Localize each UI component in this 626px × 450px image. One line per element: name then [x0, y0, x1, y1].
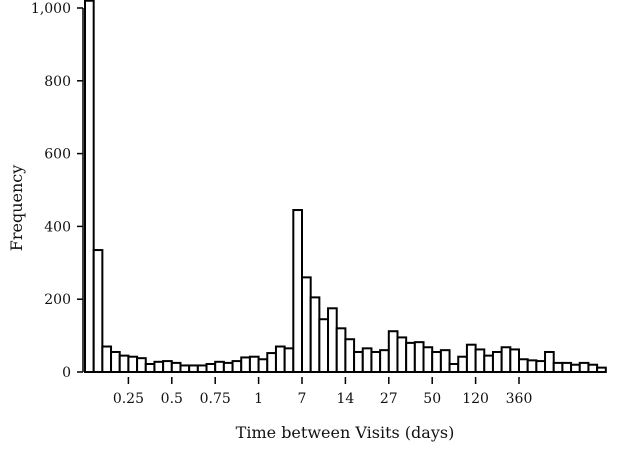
- histogram-bar: [413, 341, 425, 373]
- histogram-bar: [214, 360, 225, 373]
- histogram-bar: [84, 0, 95, 373]
- histogram-bar: [587, 363, 599, 374]
- y-ticks: 0 200 400 600 800 1,000: [31, 1, 83, 381]
- histogram-bar: [162, 360, 173, 373]
- histogram-bar: [231, 360, 243, 373]
- x-tick-label: 1: [254, 391, 263, 407]
- histogram-bar: [483, 354, 494, 373]
- histogram-bar: [327, 307, 338, 373]
- histogram-bar: [509, 348, 521, 373]
- histogram-bar: [518, 358, 529, 374]
- y-tick-label: 1,000: [31, 1, 71, 17]
- histogram-bar: [309, 296, 321, 374]
- histogram-bar: [405, 341, 416, 374]
- histogram-bar: [535, 360, 547, 373]
- histogram-bar: [457, 355, 468, 373]
- histogram-bar: [561, 361, 573, 373]
- x-axis-title: Time between Visits (days): [236, 423, 455, 442]
- bars-group: [84, 0, 607, 374]
- histogram-bar: [422, 346, 434, 373]
- x-ticks: 0.25 0.5 0.75 1 7 14 27 50 120 360: [113, 377, 533, 407]
- histogram-bar: [544, 350, 555, 374]
- histogram-bar: [170, 361, 182, 373]
- histogram-bar: [266, 352, 277, 374]
- histogram-bar: [196, 364, 208, 374]
- histogram-bar: [344, 338, 356, 373]
- histogram-bar: [474, 348, 486, 373]
- histogram-bar: [500, 346, 512, 373]
- x-tick-label: 360: [506, 391, 533, 407]
- histogram-bar: [222, 361, 234, 373]
- histogram-bar: [570, 363, 581, 374]
- histogram-bar: [101, 345, 113, 373]
- histogram-bar: [318, 318, 330, 373]
- histogram-bar: [92, 249, 104, 373]
- x-tick-label: 50: [423, 391, 441, 407]
- histogram-bar: [379, 349, 390, 374]
- histogram-bar: [465, 343, 477, 374]
- histogram-bar: [188, 364, 199, 374]
- y-tick-label: 600: [44, 147, 71, 163]
- histogram-bar: [552, 361, 564, 373]
- histogram-bar: [448, 362, 460, 373]
- y-tick-label: 800: [44, 74, 71, 90]
- histogram-bar: [127, 355, 139, 373]
- histogram-bar: [526, 359, 538, 374]
- histogram-bar: [301, 276, 312, 373]
- histogram-bar: [248, 355, 260, 373]
- histogram-bar: [578, 361, 590, 373]
- x-tick-label: 27: [380, 391, 398, 407]
- histogram-bar: [387, 330, 399, 374]
- histogram-bar: [179, 364, 191, 374]
- histogram-bar: [136, 357, 147, 374]
- histogram-bar: [335, 327, 347, 374]
- y-tick-label: 0: [62, 365, 71, 381]
- x-tick-label: 7: [298, 391, 307, 407]
- x-tick-label: 0.5: [161, 391, 183, 407]
- histogram-bar: [439, 349, 451, 374]
- histogram-bar: [370, 350, 382, 374]
- histogram-bar: [257, 358, 269, 374]
- x-tick-label: 0.25: [113, 391, 144, 407]
- y-axis-title: Frequency: [7, 165, 26, 252]
- histogram-bar: [491, 350, 503, 374]
- histogram-bar: [292, 209, 304, 373]
- histogram-bar: [361, 347, 373, 373]
- histogram-bar: [205, 362, 217, 373]
- x-tick-label: 14: [336, 391, 354, 407]
- y-tick-label: 400: [44, 219, 71, 235]
- histogram-bar: [396, 336, 408, 374]
- histogram-bar: [144, 362, 156, 373]
- histogram-bar: [596, 366, 607, 374]
- histogram-bar: [240, 356, 251, 374]
- histogram-bar: [110, 350, 121, 374]
- histogram-bar: [153, 360, 165, 373]
- histogram-bar: [283, 347, 295, 373]
- histogram-bar: [274, 345, 286, 373]
- histogram-bar: [118, 354, 130, 373]
- histogram-bar: [353, 350, 364, 374]
- histogram-bar: [431, 350, 442, 374]
- x-tick-label: 120: [462, 391, 489, 407]
- y-tick-label: 200: [44, 292, 71, 308]
- x-tick-label: 0.75: [200, 391, 231, 407]
